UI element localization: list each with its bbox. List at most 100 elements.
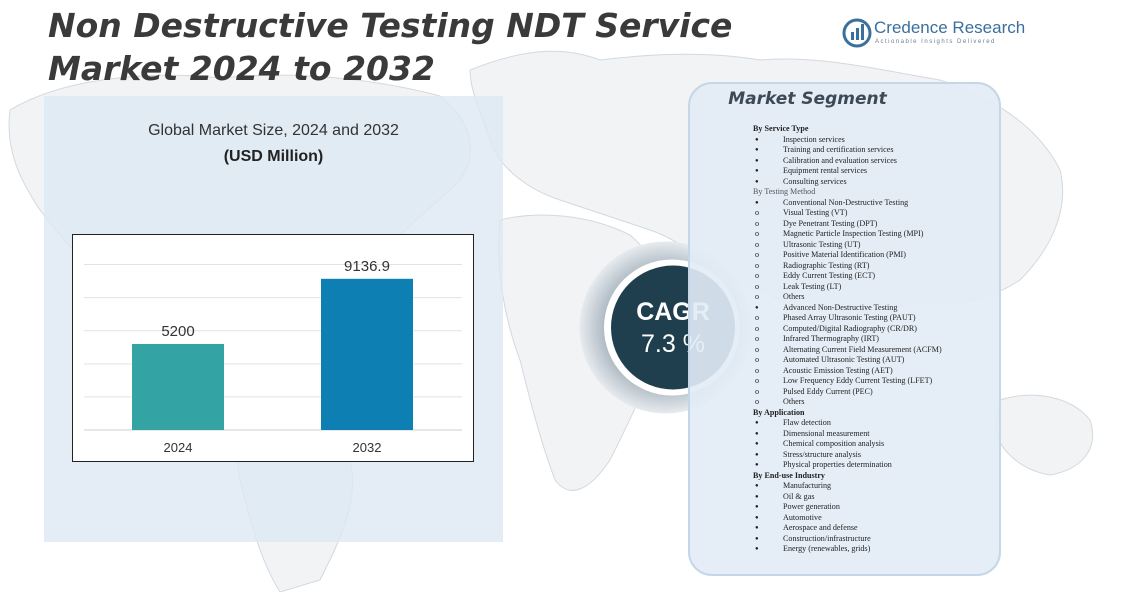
segment-title: Market Segment: [728, 89, 887, 109]
segment-item: ● Oil & gas: [753, 492, 998, 503]
segment-item: o Positive Material Identification (PMI): [753, 250, 998, 261]
segment-item-label: Automotive: [783, 512, 822, 522]
segment-item: ● Power generation: [753, 502, 998, 513]
segment-item: ● Stress/structure analysis: [753, 450, 998, 461]
circle-bullet-icon: o: [755, 386, 760, 396]
segment-item: o Dye Penetrant Testing (DPT): [753, 219, 998, 230]
segment-item-label: Low Frequency Eddy Current Testing (LFET…: [783, 376, 933, 385]
dot-bullet-icon: ●: [755, 525, 759, 531]
dot-bullet-icon: ●: [755, 493, 759, 500]
segment-item-label: Flaw detection: [783, 418, 831, 427]
segment-item: o Computed/Digital Radiography (CR/DR): [753, 324, 998, 335]
chart-units: (USD Million): [223, 148, 324, 165]
bar-chart: 5200 2024 9136.9 2032: [72, 234, 474, 462]
segment-item-label: Computed/Digital Radiography (CR/DR): [783, 323, 917, 333]
dot-bullet-icon: ●: [755, 483, 759, 489]
segment-item-label: Phased Array Ultrasonic Testing (PAUT): [783, 313, 916, 322]
segment-item-label: Ultrasonic Testing (UT): [783, 239, 861, 249]
segment-item: ● Construction/infrastructure: [753, 534, 998, 545]
segment-item-label: Positive Material Identification (PMI): [783, 250, 906, 259]
segment-item: o Alternating Current Field Measurement (…: [753, 345, 998, 356]
segment-item: o Magnetic Particle Inspection Testing (M…: [753, 229, 998, 240]
segment-item-label: Chemical composition analysis: [783, 439, 885, 448]
segment-item: ● Dimensional measurement: [753, 429, 998, 440]
segment-item-label: Aerospace and defense: [783, 523, 858, 532]
segment-item: o Acoustic Emission Testing (AET): [753, 366, 998, 377]
dot-bullet-icon: ●: [755, 514, 759, 521]
segment-item-label: Calibration and evaluation services: [783, 155, 897, 165]
segment-heading: By Application: [753, 407, 805, 417]
data-label-2024: 5200: [161, 323, 194, 340]
segment-item-label: Training and certification services: [783, 145, 894, 154]
circle-bullet-icon: o: [755, 365, 760, 375]
segment-item-label: Oil & gas: [783, 491, 815, 501]
segment-heading: By Service Type: [753, 124, 809, 133]
segment-item-label: Acoustic Emission Testing (AET): [783, 365, 893, 375]
market-segment-panel: Market Segment By Service Type ● Inspectio…: [688, 82, 1001, 576]
segment-item: ● Flaw detection: [753, 418, 998, 429]
segment-item-label: Infrared Thermography (IRT): [783, 334, 879, 343]
credence-research-logo: Credence Research Actionable Insights De…: [842, 16, 1032, 52]
segment-item: o Automated Ultrasonic Testing (AUT): [753, 355, 998, 366]
category-label-2024: 2024: [164, 440, 193, 455]
segment-list: By Service Type ● Inspection services ● Trai…: [753, 124, 998, 555]
circle-bullet-icon: o: [755, 260, 760, 270]
dot-bullet-icon: ●: [755, 441, 759, 447]
segment-item: ● Consulting services: [753, 177, 998, 188]
segment-item: ● Automotive: [753, 513, 998, 524]
segment-item: ● Calibration and evaluation services: [753, 156, 998, 167]
dot-bullet-icon: ●: [755, 178, 759, 185]
segment-heading: By Testing Method: [753, 187, 816, 196]
segment-item: o Eddy Current Testing (ECT): [753, 271, 998, 282]
dot-bullet-icon: ●: [755, 168, 759, 174]
dot-bullet-icon: ●: [755, 504, 759, 510]
segment-item-label: Power generation: [783, 502, 840, 511]
segment-item: o Others: [753, 292, 998, 303]
circle-bullet-icon: o: [755, 239, 760, 249]
segment-item-label: Construction/infrastructure: [783, 533, 871, 543]
segment-item-label: Inspection services: [783, 134, 845, 144]
segment-item: ● Aerospace and defense: [753, 523, 998, 534]
bar-2024: [132, 343, 224, 430]
segment-item: ● Chemical composition analysis: [753, 439, 998, 450]
circle-bullet-icon: o: [755, 355, 760, 364]
chart-title: Global Market Size, 2024 and 2032: [148, 122, 399, 139]
segment-item: o Phased Array Ultrasonic Testing (PAUT): [753, 313, 998, 324]
segment-item-label: Stress/structure analysis: [783, 449, 862, 459]
bar-2032: [321, 278, 413, 430]
segment-item: ● Inspection services: [753, 135, 998, 146]
logo-name: Credence Research: [874, 18, 1026, 37]
circle-bullet-icon: o: [755, 208, 760, 217]
dot-bullet-icon: ●: [755, 199, 759, 206]
circle-bullet-icon: o: [755, 344, 760, 354]
segment-item-label: Magnetic Particle Inspection Testing (MP…: [783, 229, 924, 238]
circle-bullet-icon: o: [755, 218, 760, 228]
segment-item: o Leak Testing (LT): [753, 282, 998, 293]
circle-bullet-icon: o: [755, 397, 760, 406]
segment-item: o Others: [753, 397, 998, 408]
circle-bullet-icon: o: [755, 292, 760, 301]
dot-bullet-icon: ●: [755, 304, 759, 311]
segment-item: o Low Frequency Eddy Current Testing (LFE…: [753, 376, 998, 387]
circle-bullet-icon: o: [755, 323, 760, 333]
segment-item: ● Training and certification services: [753, 145, 998, 156]
segment-item: ● Physical properties determination: [753, 460, 998, 471]
dot-bullet-icon: ●: [755, 157, 759, 164]
dot-bullet-icon: ●: [755, 462, 759, 468]
segment-item-label: Eddy Current Testing (ECT): [783, 271, 876, 280]
page-title: Non Destructive Testing NDT Service Mark…: [48, 6, 733, 88]
dot-bullet-icon: ●: [755, 451, 759, 458]
segment-item: o Pulsed Eddy Current (PEC): [753, 387, 998, 398]
circle-bullet-icon: o: [755, 334, 760, 343]
segment-item-label: Pulsed Eddy Current (PEC): [783, 386, 873, 396]
segment-item-label: Equipment rental services: [783, 166, 868, 175]
circle-bullet-icon: o: [755, 250, 760, 259]
segment-item-label: Dye Penetrant Testing (DPT): [783, 218, 878, 228]
logo-mark-icon: [842, 18, 872, 48]
segment-item: ● Manufacturing: [753, 481, 998, 492]
segment-item-label: Conventional Non-Destructive Testing: [783, 197, 909, 207]
segment-item-label: Others: [783, 397, 805, 406]
segment-item-label: Consulting services: [783, 176, 847, 186]
segment-item: ● Advanced Non-Destructive Testing: [753, 303, 998, 314]
data-label-2032: 9136.9: [344, 258, 390, 275]
